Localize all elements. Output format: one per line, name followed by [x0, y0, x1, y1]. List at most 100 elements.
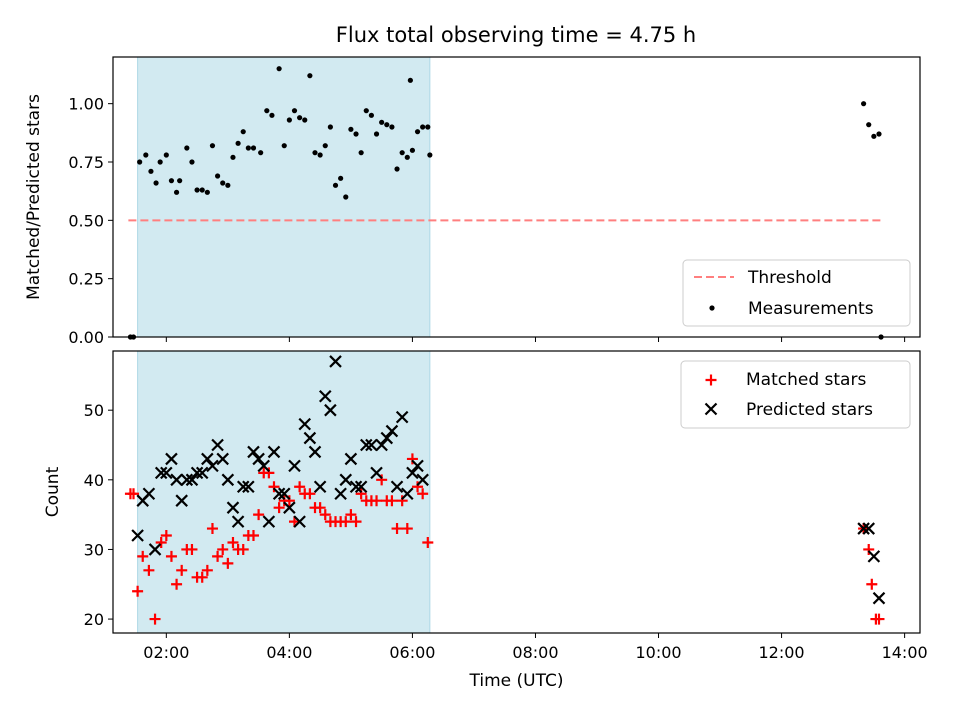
predicted-star-point	[206, 459, 219, 473]
measurement-point	[332, 182, 339, 188]
predicted-star-point	[298, 417, 312, 431]
matched-star-point	[396, 495, 408, 507]
predicted-star-point	[395, 410, 409, 424]
measurement-point	[204, 189, 210, 195]
matched-star-point	[149, 613, 161, 625]
predicted-star-point	[339, 473, 353, 487]
measurement-point	[168, 178, 175, 184]
x-tick-label: 08:00	[512, 643, 558, 662]
bottom-panel: 20 30 40 50 02:00 04:00 06:00 08:00 10:00 12:00 14…	[43, 350, 928, 691]
matched-star-point	[422, 536, 434, 548]
measurement-point	[184, 145, 190, 151]
x-tick-label: 04:00	[266, 643, 312, 662]
predicted-star-point	[318, 389, 332, 403]
predicted-star-point	[236, 480, 250, 494]
matched-star-point	[212, 550, 224, 562]
predicted-star-point	[329, 355, 342, 368]
predicted-star-point	[303, 431, 317, 445]
measurement-point	[866, 122, 872, 128]
measurement-point	[177, 178, 183, 184]
measurement-point	[368, 112, 375, 118]
predicted-star-point	[406, 466, 419, 480]
measurement-point	[379, 119, 385, 125]
matched-star-point	[222, 557, 234, 569]
measurement-point	[225, 182, 231, 188]
predicted-star-point	[165, 452, 178, 466]
measurement-point	[317, 152, 323, 158]
predicted-star-point	[308, 445, 322, 459]
matched-star-point	[371, 495, 383, 507]
measurement-point	[258, 150, 264, 156]
y-tick-label: 0.25	[68, 270, 104, 289]
chart-title: Flux total observing time = 4.75 h	[336, 23, 696, 47]
measurement-point	[250, 145, 257, 151]
measurement-point	[871, 133, 877, 139]
axes-frame	[112, 350, 921, 634]
y-axis-label: Count	[43, 466, 63, 517]
measurement-point	[399, 150, 405, 156]
predicted-star-point	[195, 466, 209, 480]
x-axis-label: Time (UTC)	[469, 671, 564, 691]
y-tick-label: 1.00	[68, 95, 104, 114]
predicted-star-point	[154, 466, 168, 480]
measurement-point	[348, 126, 354, 132]
matched-star-point	[196, 571, 208, 583]
measurement-point	[173, 189, 180, 195]
predicted-star-point	[313, 480, 327, 494]
x-tick-label: 10:00	[635, 643, 681, 662]
measurement-point	[199, 187, 205, 193]
measurement-point	[876, 131, 882, 137]
predicted-star-point	[272, 487, 286, 501]
predicted-star-point	[324, 403, 337, 417]
y-tick-label: 30	[84, 540, 104, 559]
measurement-point	[153, 180, 159, 186]
measurement-point	[264, 108, 270, 114]
measurement-point	[291, 108, 298, 114]
measurement-point	[353, 131, 359, 137]
measurement-point	[861, 101, 867, 107]
measurement-point	[373, 131, 380, 137]
x-tick-label: 02:00	[143, 643, 189, 662]
matched-star-point	[866, 578, 878, 590]
matched-star-point	[401, 523, 413, 535]
measurement-point	[420, 124, 426, 130]
measurement-point	[409, 147, 416, 153]
legend: Threshold Measurements	[682, 259, 911, 327]
measurement-point	[384, 122, 390, 128]
predicted-star-point	[277, 487, 291, 501]
measurement-point	[394, 166, 400, 172]
measurement-point	[302, 117, 308, 123]
predicted-star-point	[262, 515, 276, 528]
matched-star-point	[268, 481, 280, 493]
measurement-point	[338, 175, 344, 181]
predicted-star-point	[354, 480, 368, 494]
y-tick-label: 50	[84, 401, 104, 420]
predicted-star-point	[375, 438, 388, 452]
measurement-point	[407, 77, 413, 83]
predicted-star-point	[365, 438, 378, 452]
predicted-star-point	[216, 452, 229, 466]
measurement-point	[297, 115, 303, 121]
matched-star-point	[227, 536, 239, 548]
measurement-point	[307, 73, 313, 79]
measurement-point	[312, 150, 318, 156]
measurement-point	[157, 159, 163, 165]
measurement-point	[425, 124, 431, 130]
predicted-star-point	[385, 424, 399, 438]
y-tick-label: 0.50	[68, 211, 104, 230]
measurement-point	[235, 140, 241, 146]
legend-measurement-label: Measurements	[748, 299, 874, 319]
predicted-star-point	[349, 480, 363, 494]
matched-star-point	[206, 523, 218, 535]
measurement-point	[322, 143, 328, 149]
measurement-point	[194, 187, 200, 193]
predicted-star-point	[131, 529, 144, 542]
measurement-point	[404, 154, 410, 160]
measurement-point	[269, 112, 275, 118]
predicted-star-point	[201, 452, 214, 466]
matched-star-point	[314, 502, 326, 514]
predicted-star-point	[288, 459, 301, 473]
matched-star-point	[417, 488, 429, 500]
matched-star-point	[137, 550, 149, 562]
